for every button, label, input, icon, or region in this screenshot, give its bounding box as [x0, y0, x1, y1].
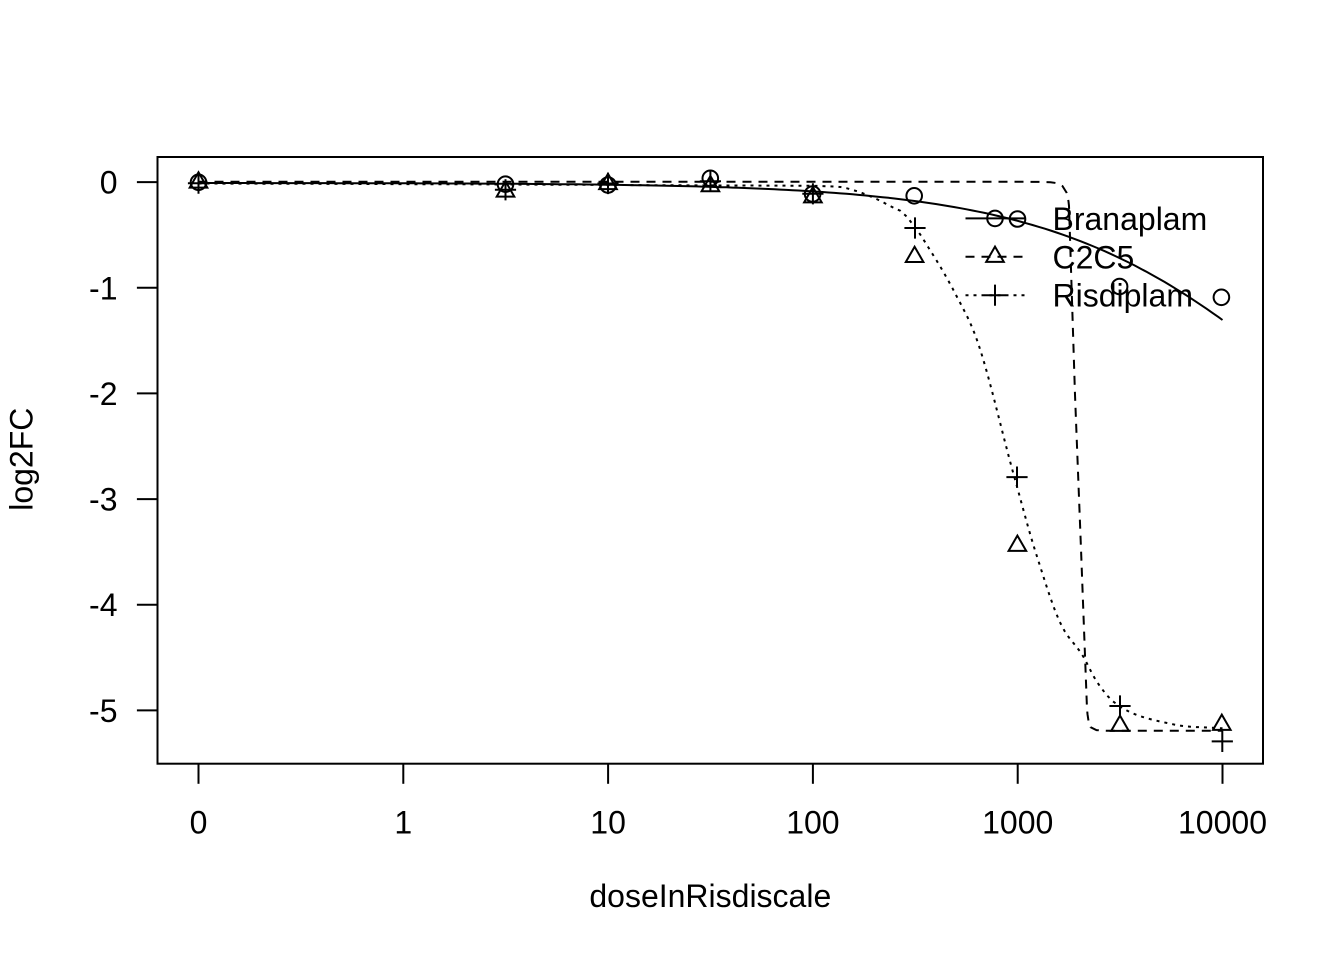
svg-text:Risdiplam: Risdiplam — [1053, 278, 1193, 314]
svg-text:Branaplam: Branaplam — [1053, 201, 1208, 237]
svg-text:10: 10 — [590, 805, 626, 841]
svg-text:100: 100 — [786, 805, 839, 841]
svg-text:0: 0 — [190, 805, 208, 841]
svg-text:-4: -4 — [89, 587, 117, 623]
svg-text:-2: -2 — [89, 376, 117, 412]
svg-text:-5: -5 — [89, 693, 117, 729]
svg-text:1000: 1000 — [982, 805, 1053, 841]
svg-text:-1: -1 — [89, 270, 117, 306]
svg-text:10000: 10000 — [1178, 805, 1267, 841]
svg-text:-3: -3 — [89, 482, 117, 518]
svg-text:0: 0 — [100, 165, 118, 201]
svg-text:1: 1 — [394, 805, 412, 841]
svg-text:C2C5: C2C5 — [1053, 239, 1135, 275]
svg-text:log2FC: log2FC — [4, 408, 40, 511]
svg-text:doseInRisdiscale: doseInRisdiscale — [589, 878, 831, 914]
